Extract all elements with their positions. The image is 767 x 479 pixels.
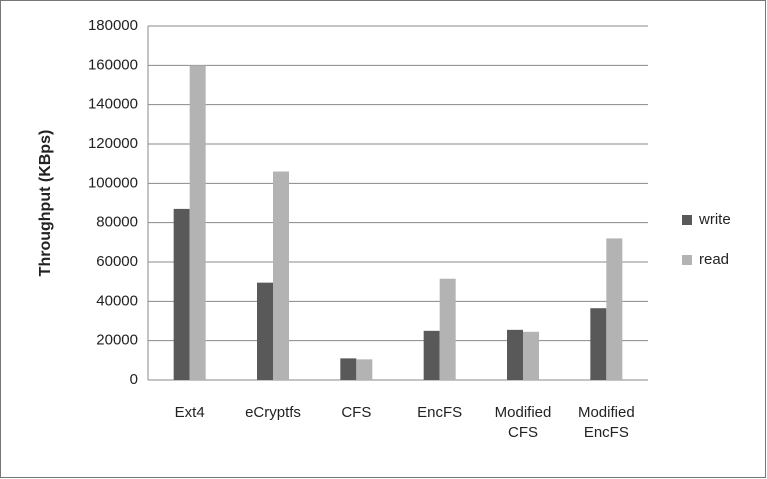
bar	[423, 330, 440, 380]
y-axis-label: Throughput (KBps)	[37, 130, 54, 277]
legend-label: write	[698, 211, 731, 228]
legend-label: read	[699, 251, 729, 268]
x-tick-label: Modified EncFS	[577, 404, 635, 441]
bar	[523, 331, 539, 380]
y-tick-label: 180000	[88, 17, 138, 34]
y-tick-label: 160000	[88, 56, 138, 73]
bar	[356, 359, 373, 380]
legend-swatch	[682, 255, 692, 265]
x-tick-label: CFS	[341, 404, 372, 421]
x-tick-label: EncFS	[417, 404, 463, 421]
y-tick-label: 60000	[96, 253, 138, 270]
bar	[590, 308, 607, 380]
bar	[273, 171, 289, 380]
bar	[257, 282, 273, 380]
y-tick-label: 40000	[96, 292, 138, 309]
x-tick-label: Ext4	[174, 404, 205, 421]
legend-swatch	[682, 215, 692, 225]
y-tick-label: 120000	[88, 135, 138, 152]
bar	[173, 208, 190, 380]
y-tick-label: 20000	[96, 332, 138, 349]
y-tick-label: 100000	[88, 174, 138, 191]
x-tick-label: Modified CFS	[494, 404, 552, 441]
y-tick-label: 140000	[88, 96, 138, 113]
y-tick-label: 0	[130, 371, 138, 388]
bar	[439, 278, 456, 380]
bar	[189, 65, 206, 380]
x-tick-label: eCryptfs	[245, 404, 301, 421]
bar	[606, 238, 623, 380]
y-tick-label: 80000	[96, 214, 138, 231]
bar	[507, 329, 523, 380]
bar	[340, 358, 357, 380]
